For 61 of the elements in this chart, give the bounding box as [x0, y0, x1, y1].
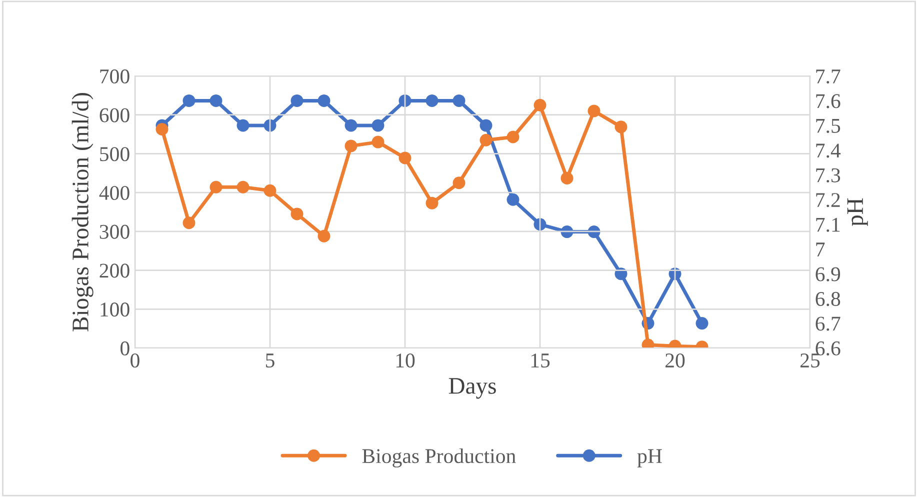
y-tick-label: 200 [100, 264, 130, 278]
legend-label: pH [637, 449, 662, 468]
point [182, 216, 196, 230]
y2-tick-label: 6.8 [816, 292, 840, 306]
point [372, 119, 384, 132]
y-tick-label: 600 [100, 108, 130, 122]
point [696, 317, 708, 330]
y-tick-label: 0 [120, 341, 130, 356]
point [344, 119, 358, 132]
y2-tick-label: 7.1 [816, 218, 840, 232]
point [398, 152, 412, 164]
point [426, 94, 438, 107]
y2-tick-label: 7.5 [816, 119, 840, 133]
point [318, 94, 330, 107]
point [426, 196, 438, 210]
point [210, 180, 222, 194]
legend-label: Biogas Production [362, 448, 516, 468]
point [452, 176, 466, 190]
y2-tick-label: 7.2 [816, 193, 840, 208]
point [560, 172, 574, 184]
y-tick-label: 500 [100, 147, 130, 162]
point [156, 122, 168, 136]
y2-tick-label: 7.6 [816, 94, 840, 108]
point [506, 130, 520, 144]
x-tick-label: 10 [396, 353, 415, 368]
y2-tick-label: 6.7 [816, 316, 840, 331]
y2-tick-label: 7.3 [816, 168, 840, 182]
point [290, 94, 304, 107]
point [452, 94, 466, 107]
point [236, 180, 250, 194]
y-tick-label: 100 [100, 302, 130, 317]
y2-tick-label: 6.9 [816, 267, 840, 282]
point [588, 104, 600, 118]
point [614, 120, 628, 134]
x-tick-label: 20 [666, 353, 685, 368]
x-tick-label: 0 [130, 353, 140, 368]
y-tick-label: 300 [100, 224, 130, 239]
point [264, 184, 276, 197]
x-tick-label: 25 [800, 354, 820, 368]
point [236, 119, 250, 132]
point [480, 134, 492, 146]
point [534, 98, 546, 112]
point [182, 94, 196, 107]
y2-tick-label: 7.7 [816, 70, 840, 84]
y-tick-label: 400 [99, 186, 130, 200]
point [344, 140, 358, 152]
y2-tick-label: 6.6 [816, 341, 840, 356]
x-tick-label: 15 [531, 354, 550, 368]
y2-tick-label: 7.4 [816, 144, 841, 158]
point [372, 136, 384, 148]
point [480, 119, 492, 132]
y2-tick-label: 7 [816, 242, 825, 256]
y2-axis-title: pH [847, 198, 868, 226]
point [290, 208, 304, 220]
point [318, 230, 330, 242]
x-axis-title: Days [448, 378, 496, 399]
x-tick-label: 5 [266, 354, 274, 368]
point [210, 94, 222, 107]
y-tick-label: 700 [100, 69, 130, 84]
y-axis-title: Biogas Production (ml/d) [72, 93, 94, 332]
point [506, 193, 520, 206]
